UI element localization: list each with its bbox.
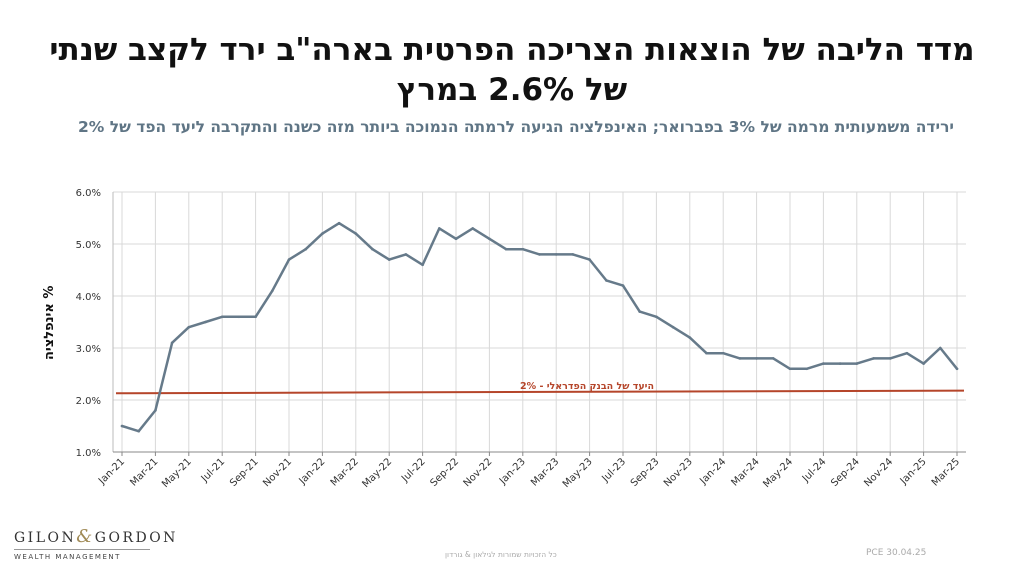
x-tick-label: Jul-22 <box>399 456 428 485</box>
data-point <box>905 351 909 355</box>
x-tick-label: May-21 <box>160 456 194 490</box>
x-tick-label: Sep-23 <box>629 456 662 489</box>
data-point <box>271 289 274 293</box>
x-tick-label: Mar-22 <box>329 456 361 488</box>
data-point <box>321 232 324 235</box>
data-point <box>955 367 959 371</box>
data-point <box>471 227 475 230</box>
data-point <box>154 409 157 412</box>
data-point <box>922 362 925 365</box>
data-point <box>454 237 458 241</box>
x-tick-label: Jan-24 <box>697 456 728 487</box>
x-tick-label: Mar-23 <box>529 456 561 488</box>
logo-divider <box>14 549 150 550</box>
data-point <box>872 357 875 360</box>
data-point <box>838 362 842 365</box>
x-tick-label: Jul-24 <box>800 456 829 485</box>
data-point <box>755 357 758 360</box>
y-tick-label: 4.0% <box>76 292 101 303</box>
data-point <box>705 351 708 355</box>
data-point <box>170 341 174 345</box>
data-point <box>805 367 808 371</box>
x-tick-label: Jul-23 <box>600 456 629 485</box>
footer-source: PCE 30.04.25 <box>866 548 927 558</box>
data-point <box>254 315 257 319</box>
x-tick-label: May-23 <box>561 456 595 490</box>
page-subtitle: ירידה משמעותית מרמה של 3% בפברואר; האינפ… <box>77 118 954 136</box>
data-point <box>287 258 291 261</box>
data-point <box>304 247 308 251</box>
data-point <box>504 247 508 251</box>
data-point <box>688 336 692 339</box>
fed-target-line <box>115 389 965 395</box>
data-point <box>354 232 358 235</box>
data-point <box>605 279 608 282</box>
x-tick-label: Nov-22 <box>462 456 495 489</box>
y-tick-label: 5.0% <box>76 240 101 251</box>
data-point <box>137 429 140 433</box>
x-tick-label: Jan-22 <box>297 456 328 487</box>
data-point <box>521 247 525 251</box>
data-point <box>621 284 625 287</box>
data-point <box>638 310 641 313</box>
data-point <box>387 258 391 261</box>
logo-ampersand: & <box>76 526 95 547</box>
logo-name-right: GORDON <box>94 530 178 546</box>
x-tick-label: Mar-21 <box>128 456 160 488</box>
data-point <box>220 315 224 319</box>
x-tick-label: Jan-25 <box>898 456 929 487</box>
x-tick-label: Jan-21 <box>96 456 127 487</box>
data-point <box>788 367 792 371</box>
data-point <box>120 424 124 428</box>
data-point <box>204 320 207 324</box>
x-tick-label: Sep-22 <box>428 456 461 489</box>
x-tick-label: Sep-24 <box>829 456 862 489</box>
x-tick-label: Sep-21 <box>228 456 261 489</box>
logo-subtitle: WEALTH MANAGEMENT <box>14 553 121 561</box>
x-tick-label: May-22 <box>360 456 394 490</box>
data-point <box>772 357 775 360</box>
x-tick-label: Jul-21 <box>199 456 228 485</box>
data-point <box>421 263 424 267</box>
data-point <box>939 346 942 350</box>
company-logo: GILON&GORDON WEALTH MANAGEMENT <box>14 526 175 561</box>
footer-rights: כל הזכויות שמורות לגילאון & גורדון <box>445 550 557 559</box>
x-tick-label: Mar-25 <box>930 456 962 488</box>
x-tick-label: May-24 <box>761 456 795 490</box>
x-tick-label: Jan-23 <box>497 456 528 487</box>
data-point <box>554 253 558 256</box>
data-point <box>671 325 675 329</box>
data-point <box>538 253 541 256</box>
logo-name-left: GILON <box>14 530 77 546</box>
data-point <box>571 253 575 256</box>
x-tick-label: Nov-23 <box>662 456 695 489</box>
fed-target-label: היעד של הבנק הפדראלי - 2% <box>520 381 654 392</box>
data-point <box>488 237 491 241</box>
y-tick-label: 2.0% <box>76 396 101 407</box>
data-point <box>588 258 591 261</box>
data-point <box>855 362 859 365</box>
data-point <box>655 315 658 319</box>
y-tick-label: 3.0% <box>76 344 101 355</box>
data-point <box>237 315 241 319</box>
data-point <box>721 351 725 355</box>
data-point <box>438 227 441 230</box>
data-point <box>822 362 825 365</box>
y-tick-label: 6.0% <box>76 188 101 199</box>
data-point <box>187 325 191 329</box>
x-tick-label: Nov-24 <box>862 456 895 489</box>
data-point <box>371 247 374 251</box>
data-point <box>888 357 892 360</box>
data-point <box>404 253 408 256</box>
x-tick-label: Nov-21 <box>261 456 294 489</box>
y-tick-label: 1.0% <box>76 448 101 459</box>
data-point <box>337 221 341 225</box>
page-title: מדד הליבה של הוצאות הצריכה הפרטית בארה"ב… <box>49 32 975 108</box>
x-tick-label: Mar-24 <box>730 456 762 488</box>
data-point <box>738 357 742 360</box>
